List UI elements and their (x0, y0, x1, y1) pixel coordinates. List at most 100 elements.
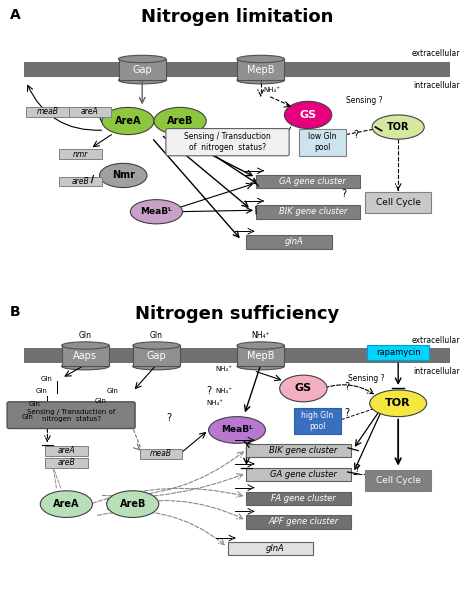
Text: areA: areA (81, 107, 99, 116)
Bar (237, 59, 284, 80)
Text: Sensing ?: Sensing ? (348, 374, 385, 383)
Text: Cell Cycle: Cell Cycle (376, 198, 420, 207)
Text: B: B (9, 305, 20, 319)
Ellipse shape (62, 342, 109, 349)
Ellipse shape (100, 164, 147, 187)
Ellipse shape (102, 107, 154, 135)
Bar (59, 149, 102, 159)
Text: Gln: Gln (40, 376, 52, 382)
Text: glnA: glnA (265, 544, 284, 553)
Bar (246, 515, 351, 528)
Text: ?: ? (354, 464, 359, 474)
Text: intracellular: intracellular (413, 367, 460, 376)
Text: GA gene cluster: GA gene cluster (279, 177, 346, 186)
Text: NH₄⁺: NH₄⁺ (216, 366, 233, 372)
Bar (24, 349, 450, 363)
Text: Gln: Gln (95, 398, 107, 404)
Ellipse shape (237, 342, 284, 349)
FancyBboxPatch shape (166, 129, 289, 156)
Text: Nmr: Nmr (112, 171, 135, 180)
Bar (118, 59, 166, 80)
Text: areB: areB (57, 458, 75, 467)
Text: A: A (9, 8, 20, 22)
Ellipse shape (237, 55, 284, 63)
Text: Gln: Gln (79, 331, 92, 340)
Bar (228, 542, 313, 555)
Bar (45, 446, 88, 456)
Text: Gln: Gln (28, 401, 40, 407)
Ellipse shape (237, 77, 284, 84)
Text: AreB: AreB (167, 116, 193, 126)
Text: Nitrogen limitation: Nitrogen limitation (141, 8, 333, 26)
Ellipse shape (118, 77, 166, 84)
Ellipse shape (370, 390, 427, 417)
Text: areB: areB (72, 177, 90, 186)
Text: intracellular: intracellular (413, 81, 460, 90)
Text: AreB: AreB (119, 499, 146, 509)
Ellipse shape (209, 417, 265, 443)
Text: extracellular: extracellular (411, 49, 460, 58)
Text: meaB: meaB (150, 449, 172, 458)
Bar (237, 346, 284, 366)
Text: TOR: TOR (387, 122, 410, 132)
Text: GA gene cluster: GA gene cluster (270, 470, 337, 479)
Text: ?: ? (353, 129, 358, 140)
Ellipse shape (107, 491, 159, 518)
Text: AreA: AreA (115, 116, 141, 126)
Bar (59, 177, 102, 186)
Text: Cell Cycle: Cell Cycle (376, 476, 420, 485)
Bar (299, 129, 346, 156)
Text: Gln: Gln (107, 388, 118, 394)
Text: Gln: Gln (21, 414, 33, 420)
Bar (246, 444, 351, 458)
Bar (62, 346, 109, 366)
Text: APF gene cluster: APF gene cluster (268, 518, 338, 527)
Bar (246, 492, 351, 505)
Text: ?: ? (166, 413, 171, 423)
Text: glnA: glnA (284, 237, 303, 247)
Bar (69, 107, 111, 117)
Text: ?: ? (341, 189, 346, 199)
Text: Sensing ?: Sensing ? (346, 96, 383, 105)
Bar (24, 62, 450, 77)
Ellipse shape (154, 107, 206, 135)
Text: BIK gene cluster: BIK gene cluster (279, 207, 347, 216)
Bar (367, 346, 429, 361)
Text: Gap: Gap (132, 65, 152, 74)
Text: GS: GS (295, 383, 312, 394)
Text: MepB: MepB (247, 351, 274, 361)
Text: NH₄⁺: NH₄⁺ (251, 331, 270, 340)
Text: FA gene cluster: FA gene cluster (271, 494, 336, 503)
FancyBboxPatch shape (7, 402, 135, 428)
Bar (133, 346, 180, 366)
Ellipse shape (40, 491, 92, 518)
Bar (26, 107, 69, 117)
Bar (45, 458, 88, 467)
Text: nmr: nmr (73, 150, 88, 159)
Text: rapamycin: rapamycin (376, 349, 420, 358)
Text: Aaps: Aaps (73, 351, 97, 361)
Ellipse shape (133, 362, 180, 370)
Ellipse shape (280, 375, 327, 402)
Ellipse shape (372, 115, 424, 139)
Bar (246, 235, 332, 249)
Text: MeaBᴸ: MeaBᴸ (221, 425, 253, 434)
Text: NH₄⁺: NH₄⁺ (206, 400, 223, 406)
Bar (256, 205, 360, 219)
Text: GS: GS (300, 110, 317, 120)
Bar (256, 175, 360, 188)
Text: low Gln
pool: low Gln pool (308, 132, 337, 152)
Text: high Gln
pool: high Gln pool (301, 412, 334, 431)
Ellipse shape (133, 342, 180, 349)
Text: ?: ? (344, 408, 349, 418)
Text: ?: ? (206, 386, 211, 397)
Text: Sensing / Transduction of
nitrogen  status?: Sensing / Transduction of nitrogen statu… (27, 409, 115, 422)
Bar (246, 468, 351, 481)
Ellipse shape (284, 101, 332, 129)
Text: BIK gene cluster: BIK gene cluster (269, 446, 337, 455)
Text: AreA: AreA (53, 499, 80, 509)
Text: NH₄⁺: NH₄⁺ (263, 87, 280, 93)
Bar (140, 449, 182, 459)
Ellipse shape (237, 362, 284, 370)
Text: TOR: TOR (385, 398, 411, 409)
